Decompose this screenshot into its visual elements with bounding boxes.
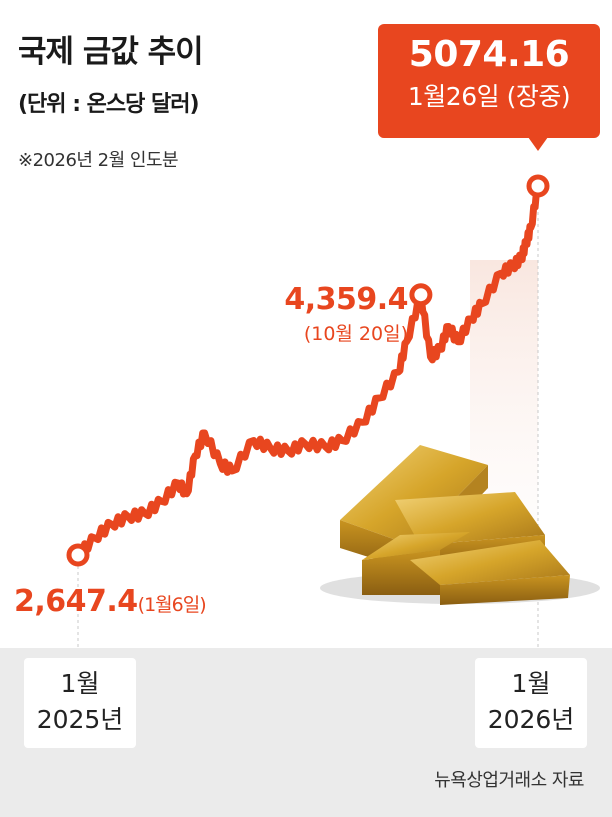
x-label-end-year: 2026년 — [487, 705, 575, 734]
latest-date: 1월26일 (장중) — [407, 82, 571, 111]
delivery-note: ※2026년 2월 인도분 — [18, 150, 179, 171]
start-value: 2,647.4 — [14, 584, 138, 619]
gold-bars-illustration — [320, 445, 600, 605]
x-label-start-month: 1월 — [60, 669, 100, 698]
source-note: 뉴욕상업거래소 자료 — [434, 770, 584, 791]
series-layer — [66, 174, 550, 567]
mid-value-label: 4,359.4 (10월 20일) — [268, 282, 408, 346]
latest-price-callout: 5074.16 1월26일 (장중) — [378, 24, 600, 138]
x-label-start-year: 2025년 — [36, 705, 124, 734]
series-line-0 — [74, 182, 542, 560]
highlight-point-0 — [66, 543, 90, 567]
mid-date: (10월 20일) — [303, 323, 408, 345]
unit-label: (단위 : 온스당 달러) — [18, 92, 200, 117]
start-date: (1월6일) — [137, 594, 207, 616]
chart-title: 국제 금값 추이 — [18, 34, 204, 70]
start-value-label: 2,647.4(1월6일) — [14, 584, 207, 619]
highlight-point-1 — [409, 283, 433, 307]
x-label-start: 1월 2025년 — [24, 658, 136, 748]
highlight-point-2 — [526, 174, 550, 198]
x-label-end: 1월 2026년 — [475, 658, 587, 748]
callout-pointer — [528, 137, 548, 151]
x-label-end-month: 1월 — [511, 669, 551, 698]
latest-value: 5074.16 — [408, 34, 570, 75]
mid-value: 4,359.4 — [284, 282, 408, 317]
